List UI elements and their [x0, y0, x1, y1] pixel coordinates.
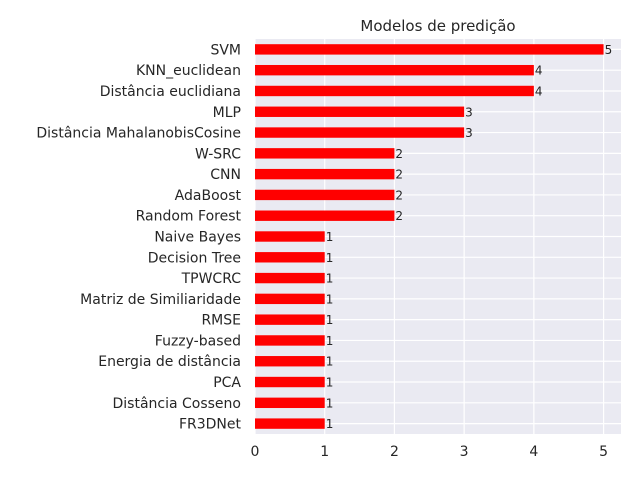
- data-label: 4: [535, 84, 543, 98]
- data-label: 3: [465, 105, 473, 119]
- category-labels: SVM KNN_euclidean Distância euclidiana MLP D…: [36, 42, 241, 432]
- x-tick-label: 3: [460, 444, 469, 460]
- data-label: 1: [326, 396, 334, 410]
- category-label: W-SRC: [195, 146, 241, 162]
- data-label: 2: [395, 188, 403, 202]
- category-label: TPWCRC: [181, 271, 242, 287]
- category-label: Matriz de Similiaridade: [80, 292, 241, 308]
- category-label: Energia de distância: [98, 354, 241, 370]
- bar: [255, 148, 395, 159]
- data-label: 1: [326, 376, 334, 390]
- x-tick-labels: 0 1 2 3 4 5: [251, 444, 608, 460]
- data-label: 2: [395, 147, 403, 161]
- category-label: Fuzzy-based: [155, 333, 241, 349]
- category-label: Distância Cosseno: [112, 396, 241, 412]
- category-label: AdaBoost: [175, 188, 242, 204]
- bar: [255, 418, 325, 429]
- data-label: 1: [326, 251, 334, 265]
- data-label: 1: [326, 355, 334, 369]
- data-label: 5: [605, 43, 613, 57]
- bar: [255, 356, 325, 367]
- data-label: 1: [326, 230, 334, 244]
- bar: [255, 272, 325, 284]
- category-label: MLP: [213, 105, 241, 121]
- data-label: 1: [326, 272, 334, 286]
- x-tick-label: 5: [599, 444, 608, 460]
- bar: [255, 189, 395, 201]
- bar: [255, 168, 395, 180]
- bar: [255, 106, 465, 117]
- category-label: Naive Bayes: [154, 230, 241, 246]
- bar: [255, 252, 325, 263]
- x-tick-label: 1: [320, 444, 329, 460]
- data-label: 4: [535, 64, 543, 78]
- category-label: Distância MahalanobisCosine: [36, 126, 241, 142]
- bar: [255, 210, 395, 221]
- category-label: PCA: [213, 375, 241, 391]
- bar: [255, 397, 325, 409]
- data-label: 3: [465, 126, 473, 140]
- category-label: KNN_euclidean: [136, 63, 241, 79]
- data-label: 2: [395, 168, 403, 182]
- bar: [255, 335, 325, 346]
- chart-title: Modelos de predição: [360, 17, 515, 35]
- category-label: Distância euclidiana: [100, 84, 241, 100]
- data-label: 1: [326, 417, 334, 431]
- data-label: 1: [326, 334, 334, 348]
- bar: [255, 231, 325, 242]
- x-tick-label: 0: [251, 444, 260, 460]
- data-label: 1: [326, 292, 334, 306]
- bar: [255, 44, 604, 55]
- category-label: SVM: [210, 42, 241, 58]
- bar: [255, 314, 325, 325]
- data-label: 1: [326, 313, 334, 327]
- bar: [255, 376, 325, 388]
- data-label: 2: [395, 209, 403, 223]
- category-label: CNN: [210, 167, 241, 183]
- category-label: Random Forest: [136, 209, 242, 225]
- category-label: RMSE: [201, 313, 241, 329]
- category-label: FR3DNet: [179, 417, 242, 433]
- bar: [255, 64, 534, 76]
- bar: [255, 85, 534, 97]
- x-tick-label: 2: [390, 444, 399, 460]
- data-labels: 5 4 4 3 3 2 2 2 2 1 1 1 1 1 1 1 1 1 1: [326, 43, 612, 431]
- x-tick-label: 4: [529, 444, 538, 460]
- bar: [255, 127, 465, 138]
- bars: [255, 44, 604, 429]
- category-label: Decision Tree: [148, 250, 241, 266]
- bar: [255, 293, 325, 305]
